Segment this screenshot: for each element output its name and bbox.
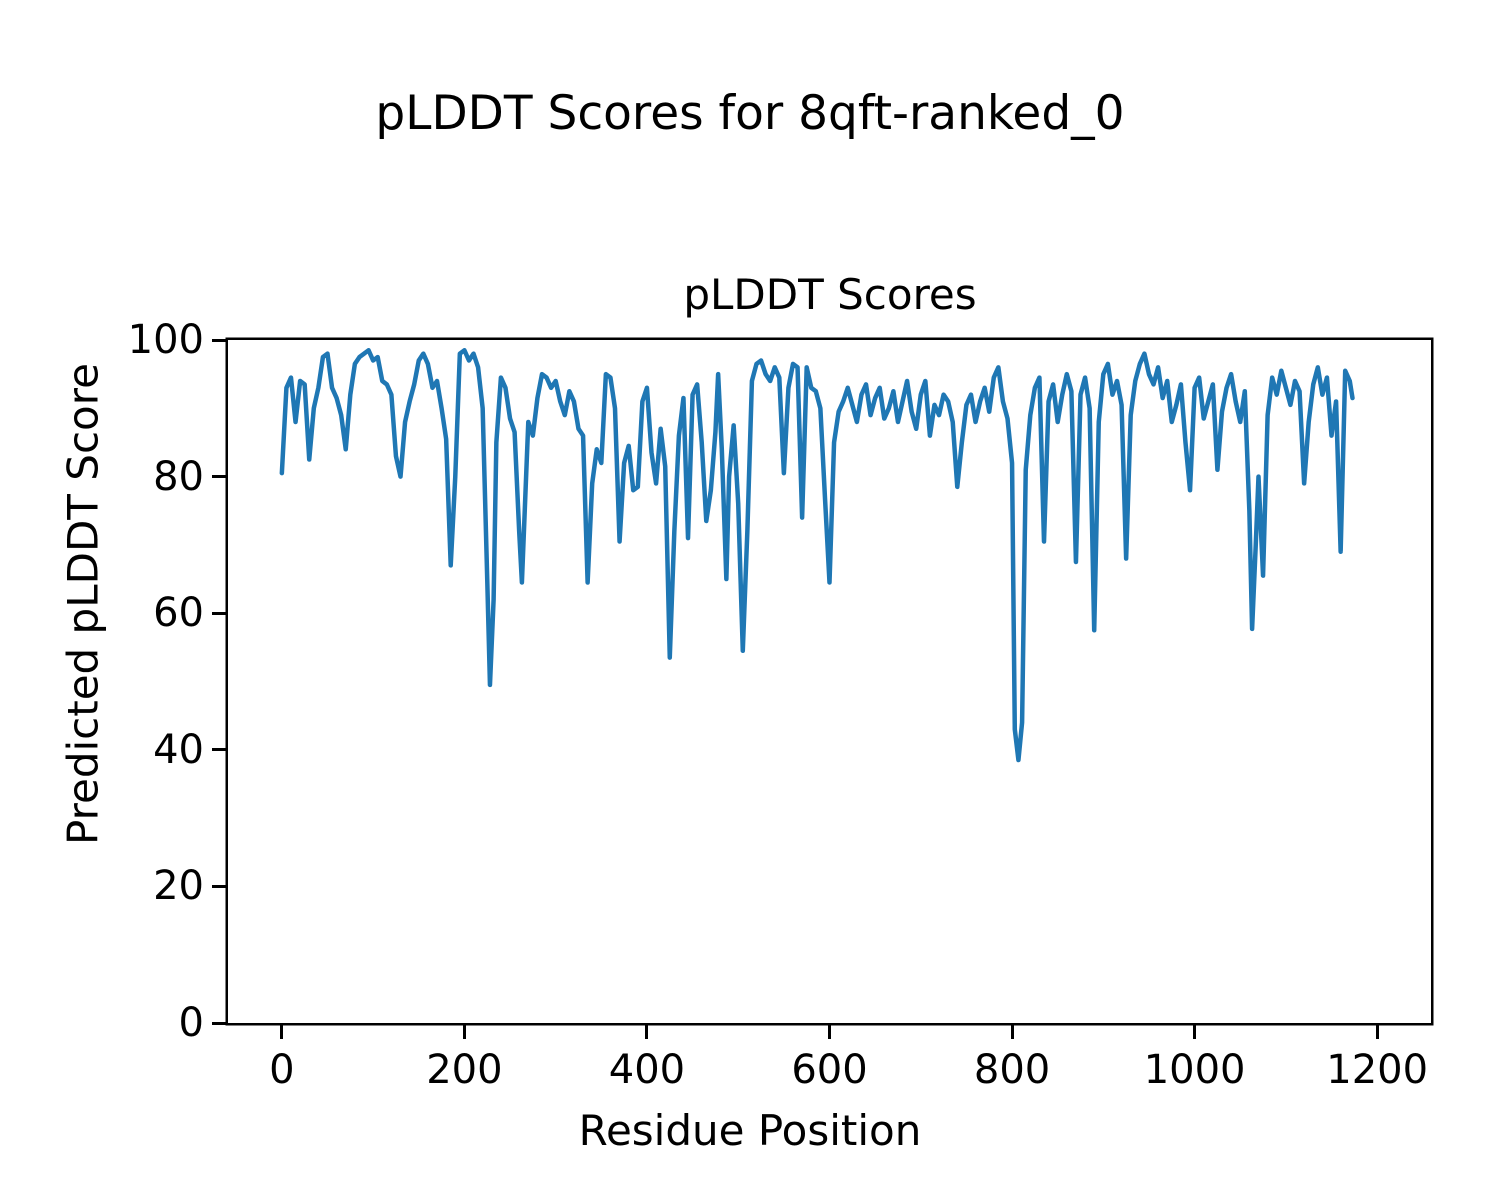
y-tick-mark [212, 338, 228, 342]
x-tick-mark [280, 1023, 284, 1039]
plot-line-svg [279, 348, 1355, 763]
x-tick-mark [1193, 1023, 1197, 1039]
y-tick-mark [212, 1021, 228, 1025]
x-tick-label: 1200 [1326, 1047, 1429, 1093]
x-tick-mark [1010, 1023, 1014, 1039]
y-tick-mark [212, 475, 228, 479]
x-tick-mark [645, 1023, 649, 1039]
x-tick-label: 400 [608, 1047, 686, 1093]
axes-title: pLDDT Scores [683, 270, 977, 319]
x-axis-label: Residue Position [578, 1106, 922, 1155]
y-tick-label: 60 [153, 590, 204, 637]
x-tick-label: 600 [791, 1047, 868, 1093]
figure-suptitle: pLDDT Scores for 8qft-ranked_0 [375, 86, 1125, 141]
y-tick-mark [212, 748, 228, 752]
x-tick-label: 0 [269, 1047, 295, 1093]
plot-area [228, 340, 1431, 1023]
y-tick-label: 0 [178, 1000, 204, 1046]
x-tick-mark [1375, 1023, 1379, 1039]
x-tick-label: 200 [426, 1047, 503, 1093]
x-tick-label: 1000 [1143, 1047, 1246, 1093]
y-tick-label: 80 [153, 453, 204, 500]
y-tick-mark [212, 611, 228, 615]
x-tick-mark [462, 1023, 466, 1039]
x-tick-label: 800 [973, 1047, 1051, 1093]
y-tick-label: 100 [127, 317, 204, 363]
x-tick-mark [828, 1023, 831, 1039]
y-tick-mark [212, 884, 228, 888]
y-tick-label: 20 [153, 863, 204, 910]
pLDDT-line [279, 348, 1355, 763]
y-tick-label: 40 [153, 726, 204, 773]
